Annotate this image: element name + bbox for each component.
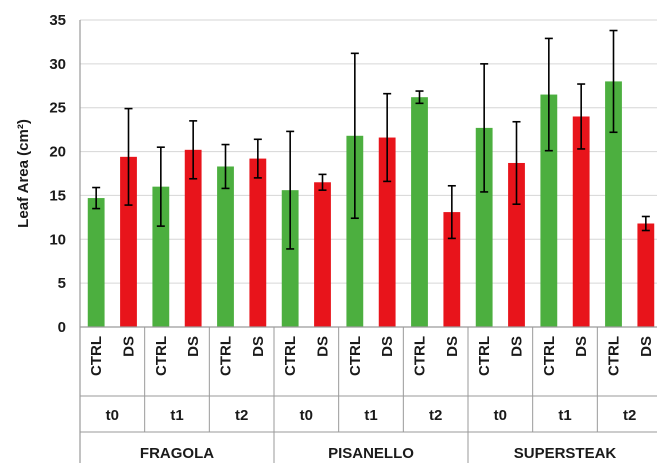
time-label: t1 (170, 407, 183, 424)
bar-supersteak-t1-ds (572, 116, 590, 327)
time-label: t1 (558, 407, 571, 424)
bar-supersteak-t0-ctrl (475, 127, 493, 327)
bar-pisanello-t0-ds (314, 182, 331, 327)
bar-supersteak-t2-ds (637, 223, 655, 327)
time-label: t2 (235, 407, 248, 424)
bar-fragola-t2-ds (249, 158, 267, 327)
time-label: t2 (429, 407, 442, 424)
y-tick-label: 5 (58, 275, 66, 292)
x-category-label: DS (379, 336, 396, 357)
x-category-label: DS (250, 336, 267, 357)
x-category-label: CTRL (218, 336, 235, 376)
y-tick-label: 30 (49, 56, 66, 73)
bar-pisanello-t2-ctrl (411, 97, 428, 327)
time-label: t0 (106, 407, 119, 424)
x-category-label: DS (185, 336, 202, 357)
bar-supersteak-t2-ctrl (605, 81, 622, 328)
time-label: t1 (364, 407, 377, 424)
x-category-label: DS (573, 336, 590, 357)
y-axis-ticks: 0 5 10 15 20 25 30 35 (49, 12, 66, 336)
x-category-label: CTRL (153, 336, 170, 376)
y-tick-label: 20 (49, 144, 66, 161)
variety-label: SUPERSTEAK (514, 445, 617, 462)
variety-label: FRAGOLA (140, 445, 214, 462)
bar-pisanello-t0-ctrl (281, 190, 299, 327)
bar-supersteak-t0-ds (508, 162, 525, 327)
y-tick-label: 35 (49, 12, 66, 29)
bar-fragola-t2-ctrl (217, 166, 234, 327)
x-category-label: CTRL (412, 336, 429, 376)
y-axis-label: Leaf Area (cm²) (15, 119, 32, 228)
gridlines (80, 19, 657, 284)
bar-fragola-t0-ds (120, 156, 137, 327)
y-tick-label: 10 (49, 231, 66, 248)
x-category-label: CTRL (347, 336, 364, 376)
variety-label: PISANELLO (328, 445, 414, 462)
x-category-label: CTRL (476, 336, 493, 376)
bar-fragola-t1-ds (184, 149, 202, 327)
x-axis-labels: CTRL DS CTRL DS CTRL DS CTRL DS CTRL DS CTRL DS CTRL… (88, 336, 655, 462)
bar-fragola-t1-ctrl (152, 186, 170, 327)
x-category-label: DS (315, 336, 332, 357)
x-category-label: DS (638, 336, 655, 357)
bar-pisanello-t2-ds (443, 212, 461, 327)
axis-lines (79, 20, 657, 463)
bar-pisanello-t1-ds (378, 137, 396, 327)
time-label: t0 (494, 407, 507, 424)
x-category-label: CTRL (88, 336, 105, 376)
time-label: t0 (300, 407, 313, 424)
y-tick-label: 0 (58, 319, 66, 336)
time-label: t2 (623, 407, 636, 424)
y-tick-label: 25 (49, 100, 66, 117)
bars (87, 81, 655, 328)
x-category-label: CTRL (282, 336, 299, 376)
error-bars (92, 29, 650, 250)
bar-supersteak-t1-ctrl (540, 94, 558, 327)
x-category-label: DS (444, 336, 461, 357)
bar-fragola-t0-ctrl (87, 198, 105, 327)
x-category-label: DS (509, 336, 526, 357)
x-category-label: DS (121, 336, 138, 357)
y-tick-label: 15 (49, 187, 66, 204)
x-category-label: CTRL (541, 336, 558, 376)
x-category-label: CTRL (606, 336, 623, 376)
bar-pisanello-t1-ctrl (346, 135, 364, 327)
